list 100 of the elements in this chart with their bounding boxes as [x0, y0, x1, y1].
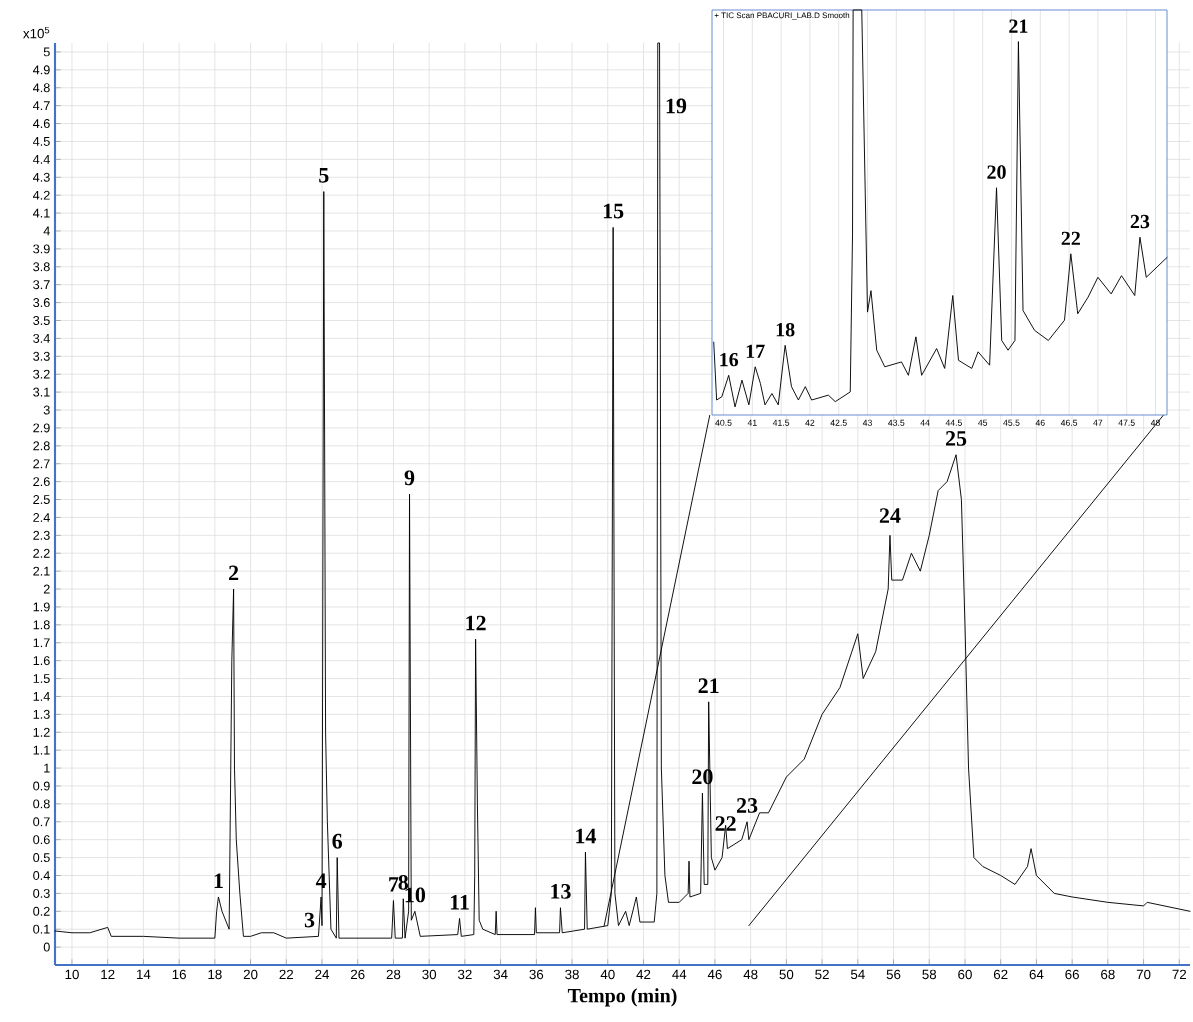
- y-tick-label: 0.7: [33, 817, 50, 827]
- annotation: 15: [603, 203, 624, 219]
- annotation: 6: [332, 833, 343, 849]
- y-axis-title: x10$^{5}$: [23, 26, 50, 39]
- y-tick-label: 2.1: [33, 566, 50, 576]
- x-tick-label: 68: [1101, 969, 1115, 980]
- x-tick-label: 40.5: [715, 419, 732, 426]
- annotation: 24: [879, 508, 901, 523]
- y-tick-label: 0.5: [33, 853, 50, 863]
- annotation: 1: [214, 873, 223, 889]
- y-tick-label: 4.7: [32, 101, 50, 111]
- y-tick-label: 4.3: [32, 172, 50, 182]
- x-tick-label: 64: [1029, 969, 1044, 980]
- x-tick-label: 10: [65, 969, 79, 980]
- y-tick-label: 4.6: [32, 119, 50, 129]
- x-tick-label: 72: [1172, 969, 1187, 980]
- y-tick-label: 3.3: [33, 351, 50, 361]
- x-tick-label: 47.5: [1118, 419, 1135, 426]
- x-tick-label: 54: [850, 969, 865, 980]
- x-tick-label: 12: [101, 969, 115, 980]
- x-tick-label: 45: [978, 419, 988, 426]
- y-tick-label: 3.9: [33, 244, 50, 254]
- annotation: + TIC Scan PBACURI_LAB.D Smooth: [714, 12, 850, 20]
- y-tick-label: 3.4: [33, 333, 50, 343]
- x-tick-label: 46.5: [1060, 419, 1078, 426]
- x-tick-label: 18: [208, 969, 222, 980]
- y-tick-label: 0.8: [33, 799, 50, 809]
- x-tick-label: 50: [779, 969, 794, 980]
- y-tick-label: 1.3: [33, 709, 50, 719]
- y-tick-label: 3: [43, 405, 50, 415]
- annotation: 14: [576, 828, 597, 844]
- y-tick-label: 1.5: [33, 674, 50, 683]
- y-tick-label: 0: [43, 942, 50, 952]
- x-tick-label: 24: [315, 969, 330, 980]
- x-tick-label: 44: [920, 419, 930, 426]
- annotation: 17: [746, 344, 765, 358]
- y-tick-label: 0.9: [33, 781, 50, 791]
- annotation: 23: [737, 798, 758, 813]
- annotation: 18: [776, 322, 795, 337]
- y-tick-label: 1.7: [33, 638, 50, 648]
- x-tick-label: 28: [386, 969, 401, 980]
- annotation: 5: [319, 168, 329, 183]
- y-tick-label: 4: [43, 226, 50, 236]
- y-tick-label: 1.6: [33, 656, 50, 666]
- annotation: 16: [720, 352, 739, 367]
- y-tick-label: 3.6: [33, 298, 50, 308]
- annotation: 21: [698, 678, 719, 693]
- annotation: 23: [1130, 214, 1150, 229]
- y-tick-label: 0.3: [33, 888, 50, 898]
- y-tick-label: 2.2: [33, 548, 50, 558]
- y-tick-label: 2.5: [33, 495, 50, 505]
- x-tick-label: 30: [422, 969, 437, 980]
- y-tick-label: 2.9: [33, 423, 50, 433]
- y-tick-label: 4.2: [32, 190, 50, 200]
- x-tick-label: 66: [1065, 969, 1079, 980]
- y-tick-label: 3.2: [33, 369, 50, 379]
- x-tick-label: 26: [350, 969, 365, 980]
- y-tick-label: 2.8: [33, 441, 50, 451]
- y-tick-label: 4.1: [32, 208, 50, 218]
- y-tick-label: 1.4: [33, 692, 50, 701]
- annotation: 2: [229, 565, 239, 581]
- y-tick-label: 3.5: [33, 316, 50, 325]
- x-tick-label: 16: [172, 969, 186, 980]
- x-tick-label: 41.5: [772, 419, 790, 426]
- x-tick-label: 38: [565, 969, 579, 980]
- x-tick-label: 44: [672, 969, 687, 979]
- annotation: 19: [666, 98, 687, 114]
- x-tick-label: 70: [1136, 969, 1151, 980]
- x-tick-label: 46: [1035, 419, 1045, 426]
- x-tick-label: 42.5: [830, 419, 847, 426]
- y-tick-label: 0.1: [33, 924, 50, 934]
- x-tick-label: 56: [886, 969, 901, 980]
- x-tick-label: 48: [743, 969, 758, 980]
- x-tick-label: 47: [1093, 419, 1103, 426]
- y-tick-label: 4.9: [32, 65, 50, 75]
- x-axis-title: Tempo (min): [567, 988, 677, 1007]
- y-tick-label: 1.8: [33, 620, 50, 630]
- y-tick-label: 2.4: [33, 513, 50, 522]
- annotation: 22: [1061, 231, 1080, 245]
- annotation: 7: [389, 877, 399, 892]
- x-tick-label: 36: [529, 969, 544, 980]
- annotation: 9: [404, 470, 415, 486]
- annotation: 12: [466, 615, 486, 631]
- y-tick-label: 3.7: [33, 280, 50, 290]
- x-tick-label: 43: [862, 419, 872, 426]
- annotation: 22: [715, 816, 736, 831]
- y-tick-label: 0.2: [33, 906, 50, 916]
- y-tick-label: 1.2: [33, 727, 50, 737]
- y-tick-label: 3.8: [33, 262, 50, 272]
- y-tick-label: 2: [43, 584, 50, 594]
- x-tick-label: 58: [922, 969, 937, 980]
- x-tick-label: 20: [243, 969, 258, 980]
- x-tick-label: 32: [457, 969, 472, 980]
- x-tick-label: 42: [805, 419, 815, 426]
- x-tick-label: 40: [600, 969, 615, 980]
- y-tick-label: 1.9: [33, 602, 50, 612]
- y-tick-label: 2.3: [33, 530, 50, 540]
- x-tick-label: 44.5: [945, 419, 962, 426]
- x-tick-label: 14: [137, 969, 151, 979]
- x-tick-label: 62: [993, 969, 1008, 980]
